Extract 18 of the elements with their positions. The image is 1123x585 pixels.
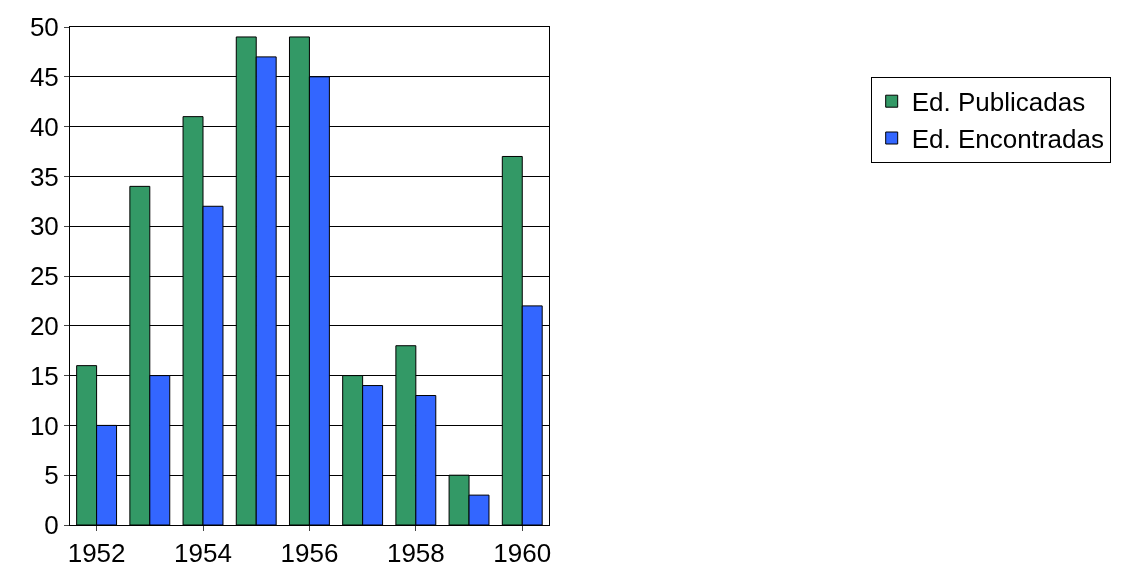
x-tick-label: 1952 (67, 538, 126, 569)
x-tick-label: 1956 (280, 538, 339, 569)
y-tick-label: 30 (29, 211, 59, 242)
x-tick-label: 1960 (493, 538, 552, 569)
legend-label: Ed. Publicadas (911, 87, 1086, 118)
legend-label: Ed. Encontradas (911, 124, 1104, 155)
y-tick-label: 20 (29, 310, 59, 341)
x-tick-label: 1958 (386, 538, 445, 569)
y-tick-label: 50 (29, 12, 59, 43)
y-tick-label: 35 (29, 161, 59, 192)
y-tick-label: 10 (29, 410, 59, 441)
y-tick-label: 45 (29, 61, 59, 92)
x-tick-label: 1954 (174, 538, 232, 569)
y-tick-label: 15 (29, 360, 59, 391)
y-tick-label: 0 (44, 510, 59, 541)
y-tick-label: 40 (29, 111, 59, 142)
y-tick-label: 5 (44, 460, 59, 491)
y-tick-label: 25 (29, 261, 59, 292)
